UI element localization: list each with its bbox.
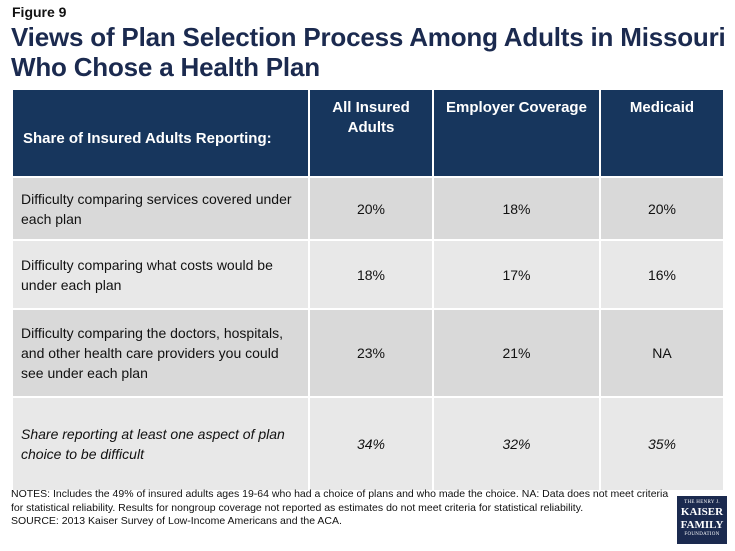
column-header-employer: Employer Coverage <box>432 88 601 178</box>
logo-line-3: FAMILY <box>680 519 724 531</box>
cell-value: 17% <box>432 239 601 310</box>
figure-label: Figure 9 <box>12 4 67 20</box>
column-header-all-insured: All Insured Adults <box>308 88 434 178</box>
cell-value: 16% <box>599 239 725 310</box>
column-header-medicaid: Medicaid <box>599 88 725 178</box>
row-label: Difficulty comparing the doctors, hospit… <box>11 308 310 398</box>
row-label: Share reporting at least one aspect of p… <box>11 396 310 492</box>
table-header-row: Share of Insured Adults Reporting: All I… <box>11 88 725 178</box>
cell-value: 34% <box>308 396 434 492</box>
kff-logo: THE HENRY J. KAISER FAMILY FOUNDATION <box>677 496 727 544</box>
cell-value: 32% <box>432 396 601 492</box>
source-text: SOURCE: 2013 Kaiser Survey of Low-Income… <box>11 515 342 527</box>
cell-value: 20% <box>599 176 725 241</box>
logo-line-4: FOUNDATION <box>684 532 720 537</box>
logo-line-1: THE HENRY J. <box>684 500 720 505</box>
table-row: Difficulty comparing what costs would be… <box>11 239 725 310</box>
logo-line-2: KAISER <box>680 506 724 518</box>
notes-text: NOTES: Includes the 49% of insured adult… <box>11 488 669 514</box>
cell-value: 18% <box>308 239 434 310</box>
table-row: Difficulty comparing the doctors, hospit… <box>11 308 725 398</box>
row-label: Difficulty comparing services covered un… <box>11 176 310 241</box>
data-table: Share of Insured Adults Reporting: All I… <box>11 88 725 492</box>
cell-value: 21% <box>432 308 601 398</box>
row-header-cell: Share of Insured Adults Reporting: <box>11 88 310 178</box>
cell-value: 23% <box>308 308 434 398</box>
chart-title: Views of Plan Selection Process Among Ad… <box>11 22 726 82</box>
cell-value: 35% <box>599 396 725 492</box>
summary-row: Share reporting at least one aspect of p… <box>11 396 725 492</box>
footnotes: NOTES: Includes the 49% of insured adult… <box>11 488 669 529</box>
cell-value: 20% <box>308 176 434 241</box>
cell-value: NA <box>599 308 725 398</box>
cell-value: 18% <box>432 176 601 241</box>
table-row: Difficulty comparing services covered un… <box>11 176 725 241</box>
row-label: Difficulty comparing what costs would be… <box>11 239 310 310</box>
